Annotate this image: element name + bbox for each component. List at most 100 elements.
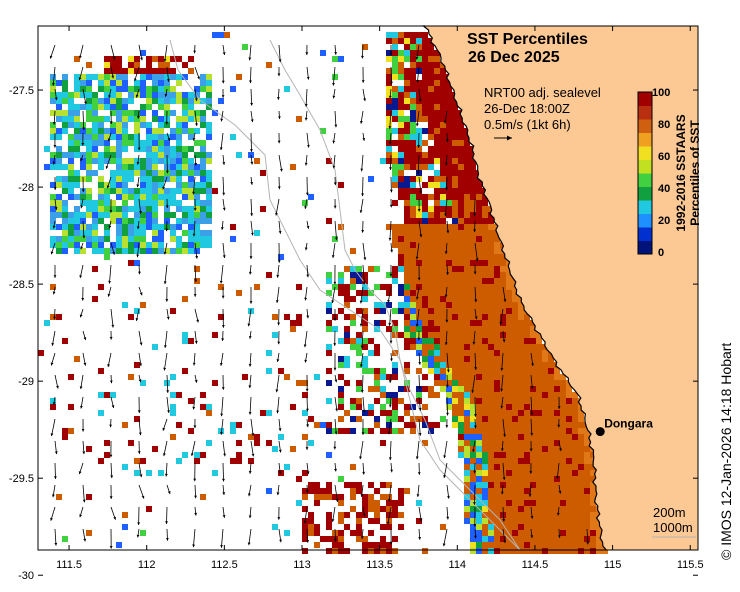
sst-pixel xyxy=(428,86,434,92)
sst-pixel xyxy=(572,422,578,428)
sst-pixel xyxy=(488,536,494,542)
sst-pixel xyxy=(386,524,392,530)
sst-pixel xyxy=(452,236,458,242)
current-arrow-icon xyxy=(109,528,113,549)
sst-pixel xyxy=(68,182,74,188)
sst-pixel xyxy=(518,536,524,542)
sst-pixel xyxy=(470,518,476,524)
current-arrow-icon xyxy=(305,484,309,494)
current-arrow-icon xyxy=(360,352,364,368)
sst-pixel xyxy=(488,494,494,500)
sst-pixel xyxy=(134,458,140,464)
sst-pixel xyxy=(386,392,392,398)
sst-pixel xyxy=(392,308,398,314)
current-arrow-icon xyxy=(388,132,392,145)
sst-pixel xyxy=(422,44,428,50)
current-arrow-icon xyxy=(248,484,252,497)
sst-pixel xyxy=(434,140,440,146)
sst-pixel xyxy=(188,128,194,134)
sst-pixel xyxy=(194,212,200,218)
sst-pixel xyxy=(128,236,134,242)
sst-pixel xyxy=(152,146,158,152)
sst-pixel xyxy=(560,482,566,488)
sst-pixel xyxy=(506,518,512,524)
sst-pixel xyxy=(62,116,68,122)
sst-pixel xyxy=(458,434,464,440)
sst-pixel xyxy=(392,374,398,380)
sst-pixel xyxy=(410,140,416,146)
sst-pixel xyxy=(488,440,494,446)
sst-pixel xyxy=(200,188,206,194)
sst-pixel xyxy=(446,302,452,308)
sst-pixel xyxy=(584,464,590,470)
sst-pixel xyxy=(458,416,464,422)
sst-pixel xyxy=(140,86,146,92)
sst-pixel xyxy=(380,548,386,554)
sst-pixel xyxy=(434,260,440,266)
sst-pixel xyxy=(392,140,398,146)
sst-pixel xyxy=(146,188,152,194)
sst-pixel xyxy=(110,170,116,176)
sst-pixel xyxy=(518,410,524,416)
sst-pixel xyxy=(176,98,182,104)
sst-pixel xyxy=(506,356,512,362)
sst-pixel xyxy=(236,152,242,158)
sst-pixel xyxy=(182,182,188,188)
sst-pixel xyxy=(428,302,434,308)
isobath-legend-200: 200m xyxy=(653,505,686,520)
sst-pixel xyxy=(434,230,440,236)
sst-pixel xyxy=(596,548,602,554)
current-arrow-icon xyxy=(502,330,506,343)
sst-pixel xyxy=(116,236,122,242)
sst-pixel xyxy=(200,152,206,158)
sst-pixel xyxy=(482,404,488,410)
current-arrow-icon xyxy=(192,176,196,195)
current-arrow-icon xyxy=(194,308,199,323)
sst-pixel xyxy=(476,248,482,254)
sst-pixel xyxy=(446,116,452,122)
sst-pixel xyxy=(458,122,464,128)
sst-pixel xyxy=(494,266,500,272)
sst-pixel xyxy=(116,176,122,182)
sst-pixel xyxy=(116,116,122,122)
sst-pixel xyxy=(476,188,482,194)
sst-pixel xyxy=(410,134,416,140)
sst-pixel xyxy=(152,98,158,104)
sst-pixel xyxy=(566,512,572,518)
sst-pixel xyxy=(86,194,92,200)
current-arrow-icon xyxy=(530,528,534,539)
sst-pixel xyxy=(440,344,446,350)
sst-pixel xyxy=(404,182,410,188)
current-arrow-icon xyxy=(82,440,86,455)
sst-pixel xyxy=(530,536,536,542)
sst-pixel xyxy=(416,146,422,152)
sst-pixel xyxy=(524,338,530,344)
current-arrow-icon xyxy=(110,396,115,409)
sst-pixel xyxy=(518,350,524,356)
current-arrow-icon xyxy=(110,44,116,60)
current-arrow-icon xyxy=(360,330,364,349)
sst-pixel xyxy=(350,338,356,344)
sst-pixel xyxy=(476,254,482,260)
sst-pixel xyxy=(410,104,416,110)
sst-pixel xyxy=(494,500,500,506)
cb-tick-0: 0 xyxy=(658,247,664,259)
sst-pixel xyxy=(152,236,158,242)
sst-pixel xyxy=(164,176,170,182)
sst-pixel xyxy=(410,80,416,86)
sst-pixel xyxy=(338,308,344,314)
sst-pixel xyxy=(422,98,428,104)
sst-pixel xyxy=(158,248,164,254)
sst-pixel xyxy=(446,350,452,356)
sst-pixel xyxy=(446,212,452,218)
current-arrow-icon xyxy=(80,242,84,250)
sst-pixel xyxy=(404,296,410,302)
current-arrow-icon xyxy=(82,88,87,105)
current-arrow-icon xyxy=(558,484,562,494)
sst-pixel xyxy=(116,164,122,170)
sst-pixel xyxy=(128,230,134,236)
sst-pixel xyxy=(422,272,428,278)
sst-pixel xyxy=(518,512,524,518)
sst-pixel xyxy=(524,320,530,326)
sst-pixel xyxy=(440,362,446,368)
